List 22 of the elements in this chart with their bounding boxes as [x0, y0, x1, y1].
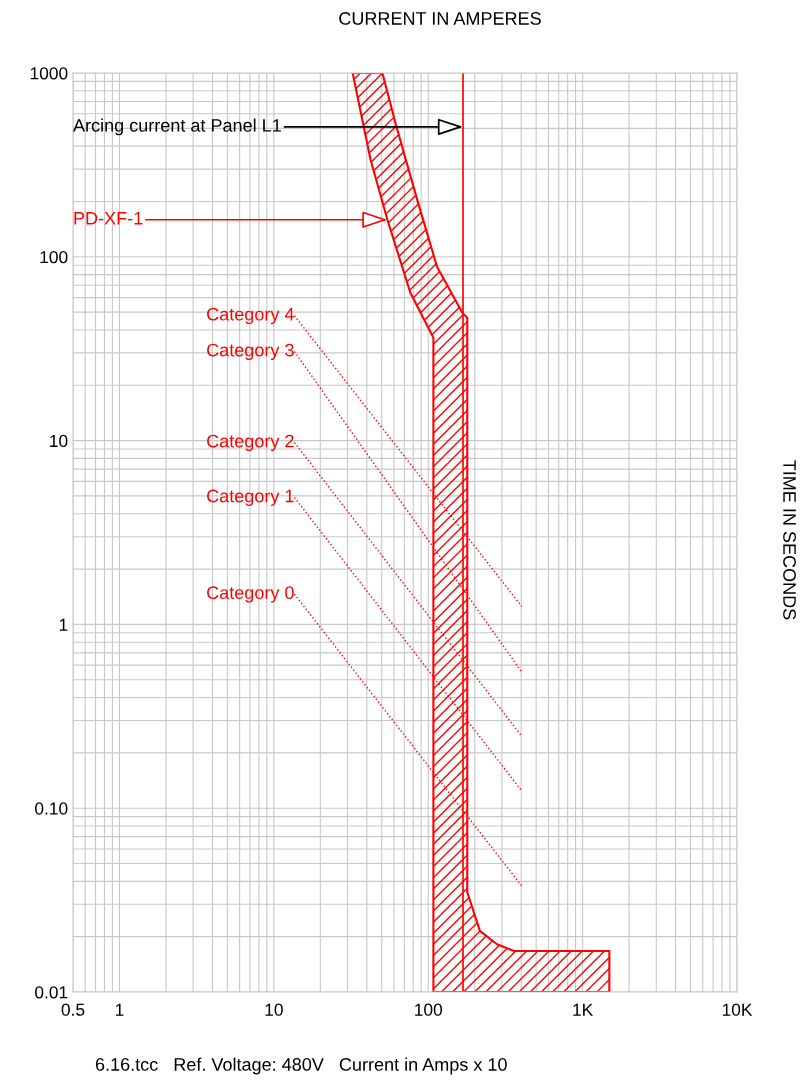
x-tick-label: 1K: [573, 1003, 594, 1016]
series-label: Category 0: [207, 586, 294, 603]
y-tick-label: 1: [59, 618, 68, 631]
y-axis-title: TIME IN SECONDS: [783, 460, 796, 620]
series-label: Category 2: [207, 434, 294, 452]
y-tick-label: 1000: [30, 67, 68, 80]
x-tick-label: 0.5: [61, 1003, 85, 1016]
series-label: Category 1: [207, 489, 294, 506]
annotation: PD-XF-1: [74, 212, 143, 225]
y-tick-label: 0.01: [35, 986, 68, 999]
series-label: Category 4: [207, 307, 294, 325]
series-label: Category 3: [207, 343, 294, 360]
text: 6.16.tcc Ref. Voltage: 480V Current in Amps x 10: [95, 1057, 507, 1075]
x-tick-label: 100: [415, 1003, 443, 1016]
y-tick-label: 10: [50, 434, 68, 448]
x-tick-label: 1: [115, 1003, 124, 1016]
y-tick-label: 100: [40, 250, 68, 264]
y-tick-label: 0.10: [35, 802, 68, 815]
x-tick-label: 10K: [722, 1003, 753, 1016]
chart-title: CURRENT IN AMPERES: [339, 12, 541, 25]
x-tick-label: 10: [265, 1003, 283, 1016]
annotation: Arcing current at Panel L1: [73, 118, 281, 136]
